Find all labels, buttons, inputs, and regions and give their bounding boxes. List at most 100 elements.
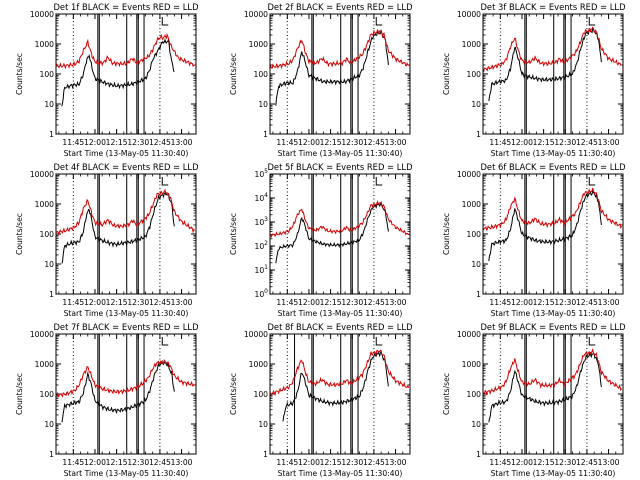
- x-tick-label: 11:45: [489, 298, 511, 307]
- series-line-lld: [270, 28, 409, 70]
- series-line-events: [61, 359, 175, 423]
- interval-bracket-marker: [161, 17, 169, 26]
- x-axis-label: Start Time (13-May-05 11:30:40): [278, 469, 403, 478]
- plot-frame: [55, 13, 197, 135]
- interval-bracket-marker: [161, 177, 169, 186]
- series-line-lld: [483, 348, 623, 396]
- y-tick-label: 100: [467, 230, 482, 239]
- x-tick-label: 13:00: [385, 298, 407, 307]
- x-tick-label: 12:45: [576, 458, 598, 467]
- y-tick-label: 103: [255, 216, 269, 227]
- y-tick-label: 10000: [244, 330, 268, 339]
- y-axis-label: Counts/sec: [442, 373, 451, 415]
- y-tick-label: 1: [476, 290, 481, 299]
- x-tick-label: 12:00: [84, 138, 106, 147]
- x-tick-label: 13:00: [171, 458, 193, 467]
- y-tick-label: 1: [476, 130, 481, 139]
- x-tick-label: 12:30: [554, 458, 576, 467]
- x-tick-label: 11:45: [276, 138, 298, 147]
- y-tick-label: 10: [471, 420, 481, 429]
- y-tick-label: 10000: [30, 10, 54, 19]
- y-tick-label: 1000: [462, 360, 481, 369]
- y-tick-label: 1: [476, 450, 481, 459]
- x-tick-label: 11:45: [276, 298, 298, 307]
- y-tick-label: 10000: [457, 10, 481, 19]
- series-line-events: [275, 28, 389, 106]
- x-tick-label: 12:15: [320, 138, 342, 147]
- y-tick-label: 10000: [30, 170, 54, 179]
- x-tick-label: 12:15: [533, 298, 555, 307]
- x-axis-label: Start Time (13-May-05 11:30:40): [64, 469, 189, 478]
- x-tick-label: 12:00: [511, 138, 533, 147]
- y-tick-label: 10: [471, 260, 481, 269]
- y-axis-label: Counts/sec: [229, 373, 238, 415]
- x-tick-label: 11:45: [276, 458, 298, 467]
- panel-title: Det 3f BLACK = Events RED = LLD: [480, 2, 625, 12]
- x-tick-label: 11:45: [62, 138, 84, 147]
- y-tick-label: 1000: [35, 200, 54, 209]
- series-line-events: [282, 351, 389, 422]
- x-tick-label: 12:00: [298, 298, 320, 307]
- plot-frame: [55, 333, 197, 455]
- panel-title: Det 4f BLACK = Events RED = LLD: [53, 162, 198, 172]
- x-tick-label: 12:30: [341, 138, 363, 147]
- panel-det-5f: Det 5f BLACK = Events RED = LLD Counts/se…: [229, 162, 413, 318]
- series-line-lld: [56, 358, 195, 398]
- plot-frame: [269, 333, 411, 455]
- y-tick-label: 100: [467, 390, 482, 399]
- panel-title: Det 1f BLACK = Events RED = LLD: [53, 2, 198, 12]
- series-line-events: [488, 28, 602, 102]
- series-line-events: [61, 191, 175, 264]
- y-tick-label: 10000: [457, 170, 481, 179]
- y-tick-label: 104: [255, 192, 269, 203]
- y-tick-label: 10: [258, 420, 268, 429]
- x-tick-label: 11:45: [489, 138, 511, 147]
- panel-det-4f: Det 4f BLACK = Events RED = LLD Counts/se…: [15, 162, 199, 318]
- panel-det-6f: Det 6f BLACK = Events RED = LLD Counts/se…: [442, 162, 626, 318]
- x-tick-label: 12:45: [363, 458, 385, 467]
- panel-det-2f: Det 2f BLACK = Events RED = LLD Counts/se…: [229, 2, 413, 158]
- y-axis-label: Counts/sec: [229, 53, 238, 95]
- x-tick-label: 12:30: [554, 298, 576, 307]
- x-tick-label: 12:30: [341, 298, 363, 307]
- plot-frame: [482, 333, 624, 455]
- y-tick-label: 10: [471, 100, 481, 109]
- y-tick-label: 102: [255, 240, 269, 251]
- y-axis-label: Counts/sec: [442, 213, 451, 255]
- y-axis-label: Counts/sec: [442, 53, 451, 95]
- panel-title: Det 2f BLACK = Events RED = LLD: [267, 2, 412, 12]
- x-tick-label: 12:30: [127, 138, 149, 147]
- y-axis-label: Counts/sec: [15, 213, 24, 255]
- plot-frame: [482, 13, 624, 135]
- panel-title: Det 8f BLACK = Events RED = LLD: [267, 322, 412, 332]
- series-line-lld: [483, 187, 623, 231]
- x-tick-label: 12:00: [84, 458, 106, 467]
- x-axis-label: Start Time (13-May-05 11:30:40): [278, 149, 403, 158]
- x-tick-label: 13:00: [171, 138, 193, 147]
- x-tick-label: 12:00: [298, 138, 320, 147]
- y-tick-label: 1: [49, 450, 54, 459]
- y-tick-label: 10: [44, 260, 54, 269]
- x-tick-label: 13:00: [385, 458, 407, 467]
- y-tick-label: 1: [263, 130, 268, 139]
- y-tick-label: 100: [467, 70, 482, 79]
- x-tick-label: 12:15: [320, 298, 342, 307]
- x-tick-label: 12:15: [106, 138, 128, 147]
- series-line-lld: [56, 32, 195, 70]
- y-tick-label: 100: [40, 230, 55, 239]
- y-tick-label: 10: [44, 100, 54, 109]
- x-axis-label: Start Time (13-May-05 11:30:40): [491, 309, 616, 318]
- y-tick-label: 10000: [457, 330, 481, 339]
- series-line-events: [488, 351, 602, 423]
- y-tick-label: 10: [44, 420, 54, 429]
- interval-bracket-marker: [588, 17, 596, 26]
- y-tick-label: 1000: [462, 200, 481, 209]
- series-line-events: [61, 38, 175, 107]
- x-tick-label: 13:00: [598, 298, 620, 307]
- panel-title: Det 7f BLACK = Events RED = LLD: [53, 322, 198, 332]
- panel-det-1f: Det 1f BLACK = Events RED = LLD Counts/se…: [15, 2, 199, 158]
- x-tick-label: 12:15: [106, 298, 128, 307]
- x-tick-label: 13:00: [385, 138, 407, 147]
- x-tick-label: 12:45: [149, 138, 171, 147]
